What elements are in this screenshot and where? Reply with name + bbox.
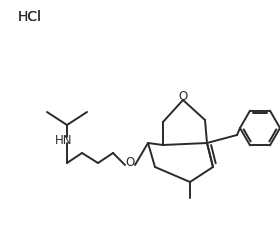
Text: O: O [125,156,135,169]
Text: O: O [178,90,188,104]
Text: HCl: HCl [18,10,42,24]
Text: HCl: HCl [18,10,42,24]
Text: HN: HN [55,134,73,147]
